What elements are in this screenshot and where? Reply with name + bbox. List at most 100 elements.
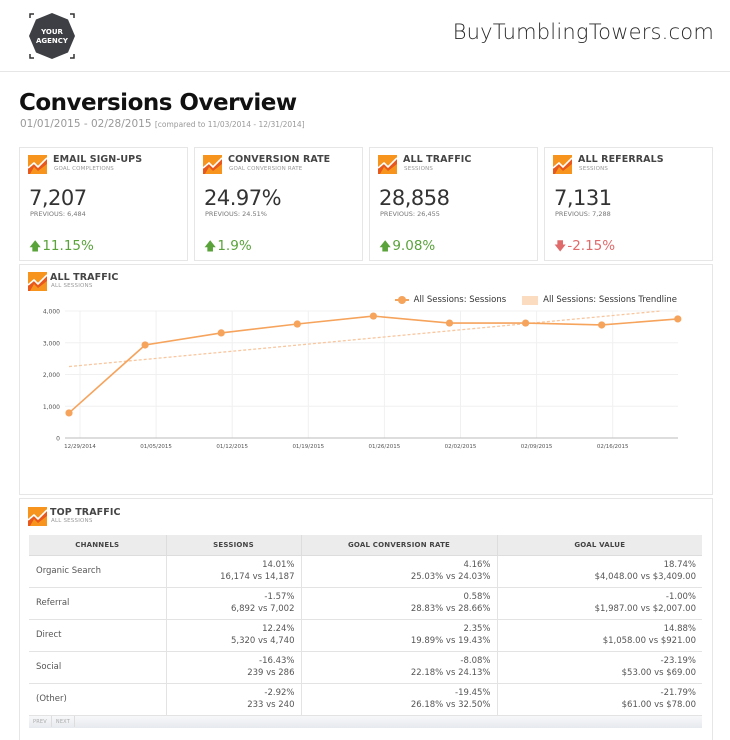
page-title: Conversions Overview: [19, 90, 297, 116]
kpi-card-all-referrals: ALL REFERRALS SESSIONS 7,131 PREVIOUS: 7…: [544, 147, 713, 261]
channel-cell: (Other): [29, 683, 167, 716]
table-pager: PREV NEXT: [29, 715, 702, 728]
kpi-value: 28,858: [379, 186, 450, 210]
gv-change: -23.19%: [660, 656, 696, 666]
x-axis-tick-label: 02/09/2015: [521, 444, 553, 450]
kpi-title: EMAIL SIGN-UPS: [53, 154, 143, 165]
gv-change: -1.00%: [665, 592, 696, 602]
chart-legend: All Sessions: Sessions All Sessions: Ses…: [394, 295, 677, 305]
trendline-swatch-icon: [522, 295, 539, 305]
kpi-subtitle: SESSIONS: [404, 166, 434, 172]
goal-conversion-rate-cell: 4.16% 25.03% vs 24.03%: [301, 555, 498, 588]
kpi-previous: PREVIOUS: 6,484: [30, 210, 86, 218]
gv-compare: $4,048.00 vs $3,409.00: [594, 572, 696, 582]
table-title: TOP TRAFFIC: [50, 507, 121, 518]
goal-value-cell: 14.88% $1,058.00 vs $921.00: [497, 619, 702, 652]
data-point[interactable]: [293, 320, 301, 328]
data-point[interactable]: [141, 341, 149, 349]
kpi-subtitle: GOAL CONVERSION RATE: [229, 166, 303, 172]
column-header-channels[interactable]: CHANNELS: [29, 535, 167, 556]
sessions-change: 12.24%: [262, 624, 295, 634]
gcr-compare: 28.83% vs 28.66%: [410, 604, 491, 614]
gcr-change: 2.35%: [463, 624, 491, 634]
arrow-up-icon: 🡅: [379, 239, 392, 253]
kpi-value: 24.97%: [204, 186, 282, 210]
date-range: 01/01/2015 - 02/28/2015 [compared to 11/…: [20, 118, 305, 130]
data-point[interactable]: [445, 319, 454, 327]
table-row: Social -16.43% 239 vs 286 -8.08% 22.18% vs 2…: [29, 651, 702, 684]
x-axis-tick-label: 02/02/2015: [445, 444, 477, 450]
site-name: BuyTumblingTowers.com: [452, 20, 714, 44]
goal-value-cell: 18.74% $4,048.00 vs $3,409.00: [497, 555, 702, 588]
goal-value-cell: -23.19% $53.00 vs $69.00: [497, 651, 702, 684]
analytics-icon: [553, 155, 572, 174]
svg-text:YOUR: YOUR: [40, 28, 63, 36]
y-axis-tick-label: 4,000: [43, 309, 60, 316]
column-header-sessions[interactable]: SESSIONS: [166, 535, 302, 556]
table-row: Direct 12.24% 5,320 vs 4,740 2.35% 19.89% vs…: [29, 619, 702, 652]
kpi-title: CONVERSION RATE: [228, 154, 331, 165]
top-traffic-table: CHANNELS SESSIONS GOAL CONVERSION RATE G…: [29, 535, 702, 716]
column-header-goal-conversion-rate[interactable]: GOAL CONVERSION RATE: [301, 535, 498, 556]
chart-title: ALL TRAFFIC: [50, 272, 119, 283]
data-point[interactable]: [65, 409, 73, 417]
sessions-cell: 14.01% 16,174 vs 14,187: [166, 555, 302, 588]
kpi-card-email-signups: EMAIL SIGN-UPS GOAL COMPLETIONS 7,207 PR…: [19, 147, 188, 261]
gv-compare: $61.00 vs $78.00: [621, 700, 696, 710]
y-axis-tick-label: 0: [56, 436, 60, 443]
table-row: Organic Search 14.01% 16,174 vs 14,187 4.16…: [29, 555, 702, 588]
kpi-change-value: 9.08%: [392, 238, 436, 254]
gcr-change: 4.16%: [463, 560, 491, 570]
gv-compare: $1,058.00 vs $921.00: [602, 636, 696, 646]
table-row: Referral -1.57% 6,892 vs 7,002 0.58% 28.83% …: [29, 587, 702, 620]
legend-item-trendline[interactable]: All Sessions: Sessions Trendline: [522, 295, 677, 305]
report-header: YOUR AGENCY BuyTumblingTowers.com: [0, 0, 730, 72]
data-point[interactable]: [598, 321, 606, 329]
trendline: [68, 310, 661, 368]
table-subtitle: ALL SESSIONS: [51, 518, 93, 524]
y-axis-tick-label: 2,000: [43, 372, 60, 379]
legend-item-sessions[interactable]: All Sessions: Sessions: [394, 295, 506, 305]
data-point[interactable]: [369, 312, 377, 320]
goal-conversion-rate-cell: -19.45% 26.18% vs 32.50%: [301, 683, 498, 716]
data-point[interactable]: [674, 315, 682, 323]
kpi-previous: PREVIOUS: 24.51%: [205, 210, 267, 218]
kpi-change: 🡇-2.15%: [554, 237, 615, 258]
kpi-change-value: 11.15%: [42, 238, 94, 254]
sessions-change: 14.01%: [262, 560, 295, 570]
x-axis-tick-label: 01/19/2015: [292, 444, 324, 450]
line-marker-icon: [394, 296, 409, 304]
date-range-primary: 01/01/2015 - 02/28/2015: [20, 118, 152, 130]
kpi-change: 🡅1.9%: [204, 237, 252, 258]
next-page-button[interactable]: NEXT: [52, 716, 75, 727]
top-traffic-card: TOP TRAFFIC ALL SESSIONS CHANNELS SESSIO…: [19, 498, 713, 740]
y-axis-tick-label: 3,000: [43, 340, 60, 347]
column-header-goal-value[interactable]: GOAL VALUE: [497, 535, 702, 556]
kpi-subtitle: GOAL COMPLETIONS: [54, 166, 114, 172]
kpi-card-all-traffic: ALL TRAFFIC SESSIONS 28,858 PREVIOUS: 26…: [369, 147, 538, 261]
analytics-icon: [28, 155, 47, 174]
goal-value-cell: -21.79% $61.00 vs $78.00: [497, 683, 702, 716]
gv-compare: $53.00 vs $69.00: [621, 668, 696, 678]
gcr-change: -19.45%: [455, 688, 491, 698]
prev-page-button[interactable]: PREV: [29, 716, 52, 727]
channel-cell: Referral: [29, 587, 167, 620]
arrow-up-icon: 🡅: [29, 239, 42, 253]
table-header-row: CHANNELS SESSIONS GOAL CONVERSION RATE G…: [29, 535, 702, 556]
sessions-compare: 5,320 vs 4,740: [230, 636, 295, 646]
kpi-value: 7,207: [29, 186, 87, 210]
kpi-change-value: -2.15%: [567, 238, 616, 254]
gcr-change: -8.08%: [460, 656, 491, 666]
data-point[interactable]: [522, 319, 530, 327]
sessions-cell: 12.24% 5,320 vs 4,740: [166, 619, 302, 652]
gcr-compare: 26.18% vs 32.50%: [410, 700, 491, 710]
data-point[interactable]: [217, 329, 225, 337]
analytics-icon: [203, 155, 222, 174]
x-axis-tick-label: 02/16/2015: [597, 444, 629, 450]
arrow-up-icon: 🡅: [204, 239, 217, 253]
x-axis-tick-label: 01/12/2015: [216, 444, 248, 450]
all-traffic-chart-card: ALL TRAFFIC ALL SESSIONS 0 1,000 2,000 3,00…: [19, 264, 713, 495]
goal-value-cell: -1.00% $1,987.00 vs $2,007.00: [497, 587, 702, 620]
kpi-title: ALL TRAFFIC: [403, 154, 472, 165]
kpi-change-value: 1.9%: [217, 238, 252, 254]
